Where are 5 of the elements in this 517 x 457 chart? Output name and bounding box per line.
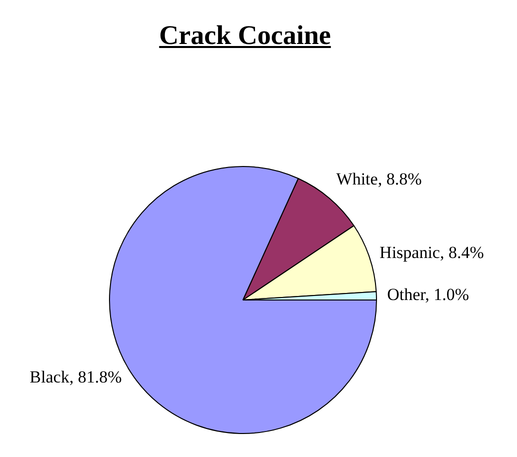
slice-label: Other, 1.0%: [387, 284, 470, 304]
slice-label: Black, 81.8%: [30, 367, 122, 386]
slice-label: Hispanic, 8.4%: [380, 243, 484, 262]
slice-label: White, 8.8%: [336, 170, 422, 189]
chart-title: Crack Cocaine: [158, 20, 332, 51]
